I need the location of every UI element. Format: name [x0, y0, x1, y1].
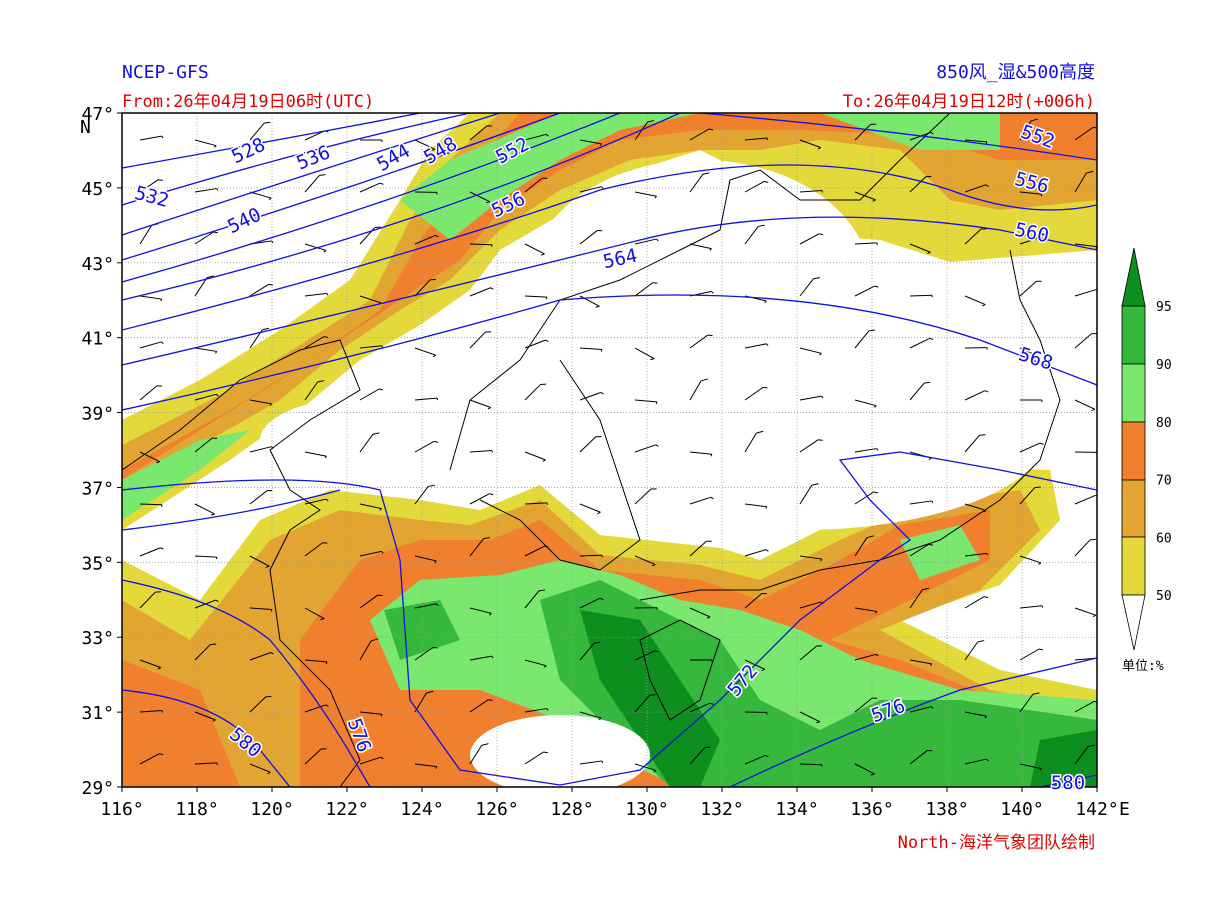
- colorbar-tick: 90: [1156, 358, 1172, 373]
- barb: [601, 350, 602, 352]
- lon-label: 136°: [850, 799, 893, 820]
- barb: [1090, 539, 1096, 540]
- barb: [822, 190, 823, 192]
- barb: [162, 710, 163, 712]
- colorbar-tick: 80: [1156, 416, 1172, 431]
- barb: [818, 440, 822, 441]
- barb: [1035, 487, 1041, 488]
- barb: [326, 662, 327, 664]
- lat-unit: N: [80, 117, 91, 138]
- source: NCEP-GFS: [122, 62, 209, 83]
- barb: [543, 752, 547, 753]
- lon-label: 128°: [550, 799, 593, 820]
- dry-area: [550, 330, 1050, 530]
- barb: [271, 610, 272, 612]
- product: 850风_湿&500高度: [936, 62, 1095, 83]
- to-time: To:26年04月19日12时(+006h): [843, 92, 1095, 112]
- colorbar-cell: [1122, 364, 1145, 422]
- lat-label: 33°: [81, 628, 114, 649]
- lon-label: 118°: [175, 799, 218, 820]
- colorbar-cell: [1122, 422, 1145, 480]
- lat-label: 29°: [81, 778, 114, 799]
- barb: [492, 450, 493, 452]
- colorbar-cell: [1122, 537, 1145, 595]
- from-time: From:26年04月19日06时(UTC): [122, 92, 374, 112]
- lon-label: 126°: [475, 799, 518, 820]
- lat-label: 43°: [81, 254, 114, 275]
- credit: North-海洋气象团队绘制: [898, 833, 1095, 853]
- barb: [433, 647, 438, 648]
- lon-label: 142°: [1075, 799, 1118, 820]
- dry-area: [260, 395, 500, 485]
- barb: [656, 402, 657, 404]
- colorbar-tick: 95: [1156, 300, 1172, 315]
- barb: [488, 700, 492, 701]
- lon-label: 140°: [1000, 799, 1043, 820]
- barb: [430, 279, 436, 280]
- contour-label: 580: [1051, 772, 1085, 794]
- barb: [375, 227, 381, 228]
- colorbar: [1122, 248, 1145, 650]
- lat-label: 37°: [81, 478, 114, 499]
- barb: [767, 138, 768, 140]
- lon-unit: E: [1119, 799, 1130, 820]
- colorbar-tick: 60: [1156, 531, 1172, 546]
- lat-label: 39°: [81, 404, 114, 425]
- lon-label: 132°: [700, 799, 743, 820]
- colorbar-tick: 50: [1156, 589, 1172, 604]
- colorbar-cell: [1122, 480, 1145, 537]
- lat-label: 45°: [81, 179, 114, 200]
- barb: [763, 387, 768, 388]
- lon-label: 130°: [625, 799, 668, 820]
- lon-label: 124°: [400, 799, 443, 820]
- colorbar-tick: 70: [1156, 474, 1172, 489]
- colorbar-unit: 单位:%: [1122, 659, 1164, 674]
- lon-label: 120°: [250, 799, 293, 820]
- barb: [437, 398, 438, 400]
- colorbar-cell: [1122, 306, 1145, 364]
- barb: [213, 232, 217, 233]
- barb: [873, 492, 877, 493]
- lon-label: 134°: [775, 799, 818, 820]
- lat-label: 31°: [81, 703, 114, 724]
- barb: [705, 747, 711, 748]
- lon-label: 122°: [325, 799, 368, 820]
- lat-label: 41°: [81, 329, 114, 350]
- lat-label: 35°: [81, 553, 114, 574]
- lon-label: 116°: [100, 799, 143, 820]
- lon-label: 138°: [925, 799, 968, 820]
- barb: [158, 180, 162, 181]
